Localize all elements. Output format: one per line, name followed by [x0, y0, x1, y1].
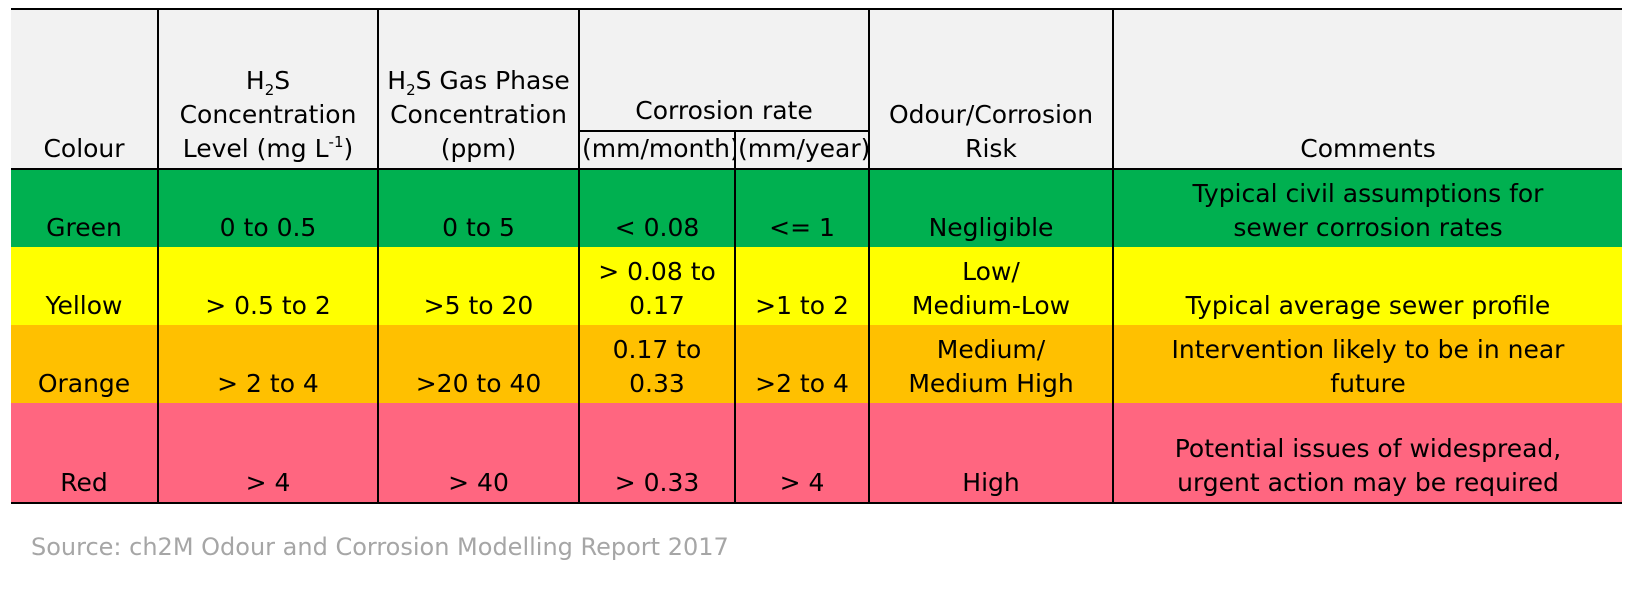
cell-comment: Intervention likely to be in near future — [1112, 325, 1622, 403]
cell-level: > 0.5 to 2 — [157, 247, 378, 325]
cell-level: > 2 to 4 — [157, 325, 378, 403]
table-row-yellow: Yellow > 0.5 to 2 >5 to 20 > 0.08 to 0.1… — [11, 247, 1622, 325]
table-row-orange: Orange > 2 to 4 >20 to 40 0.17 to 0.33 >… — [11, 325, 1622, 403]
cell-month: < 0.08 — [578, 169, 735, 247]
cell-comment: Potential issues of widespread, urgent a… — [1112, 403, 1622, 503]
table-header: Colour H2S Concentration Level (mg L-1) … — [11, 9, 1622, 169]
cell-gas: >20 to 40 — [377, 325, 579, 403]
cell-month: > 0.08 to 0.17 — [578, 247, 735, 325]
cell-level: 0 to 0.5 — [157, 169, 378, 247]
cell-colour: Orange — [37, 369, 131, 398]
cell-risk: High — [868, 403, 1113, 503]
cell-year: > 4 — [734, 403, 869, 503]
cell-level: > 4 — [157, 403, 378, 503]
header-mm-per-year: (mm/year) — [734, 131, 869, 169]
cell-risk: Medium/ Medium High — [868, 325, 1113, 403]
cell-risk: Negligible — [868, 169, 1113, 247]
cell-month: > 0.33 — [578, 403, 735, 503]
header-gas-phase-concentration: H2S Gas Phase Concentration (ppm) — [377, 9, 579, 169]
header-h2s-concentration: H2S Concentration Level (mg L-1) — [157, 9, 378, 169]
header-odour-corrosion-risk: Odour/Corrosion Risk — [868, 9, 1113, 169]
cell-colour: Green — [46, 213, 122, 242]
cell-month: 0.17 to 0.33 — [578, 325, 735, 403]
header-corrosion-rate: Corrosion rate — [578, 9, 869, 132]
header-mm-per-month: (mm/month) — [578, 131, 735, 169]
cell-year: >2 to 4 — [734, 325, 869, 403]
cell-colour: Yellow — [45, 291, 123, 320]
cell-year: >1 to 2 — [734, 247, 869, 325]
cell-gas: 0 to 5 — [377, 169, 579, 247]
cell-colour: Red — [60, 468, 108, 497]
h2s-risk-table: Colour H2S Concentration Level (mg L-1) … — [11, 8, 1622, 504]
cell-gas: >5 to 20 — [377, 247, 579, 325]
cell-year: <= 1 — [734, 169, 869, 247]
header-comments: Comments — [1112, 9, 1622, 169]
cell-comment: Typical civil assumptions for sewer corr… — [1112, 169, 1622, 247]
table-row-red: Red > 4 > 40 > 0.33 > 4 High Potential i… — [11, 403, 1622, 503]
source-caption: Source: ch2M Odour and Corrosion Modelli… — [31, 533, 729, 561]
table-row-green: Green 0 to 0.5 0 to 5 < 0.08 <= 1 Neglig… — [11, 169, 1622, 247]
header-colour: Colour — [11, 9, 158, 169]
cell-comment: Typical average sewer profile — [1112, 247, 1622, 325]
cell-gas: > 40 — [377, 403, 579, 503]
cell-risk: Low/ Medium-Low — [868, 247, 1113, 325]
